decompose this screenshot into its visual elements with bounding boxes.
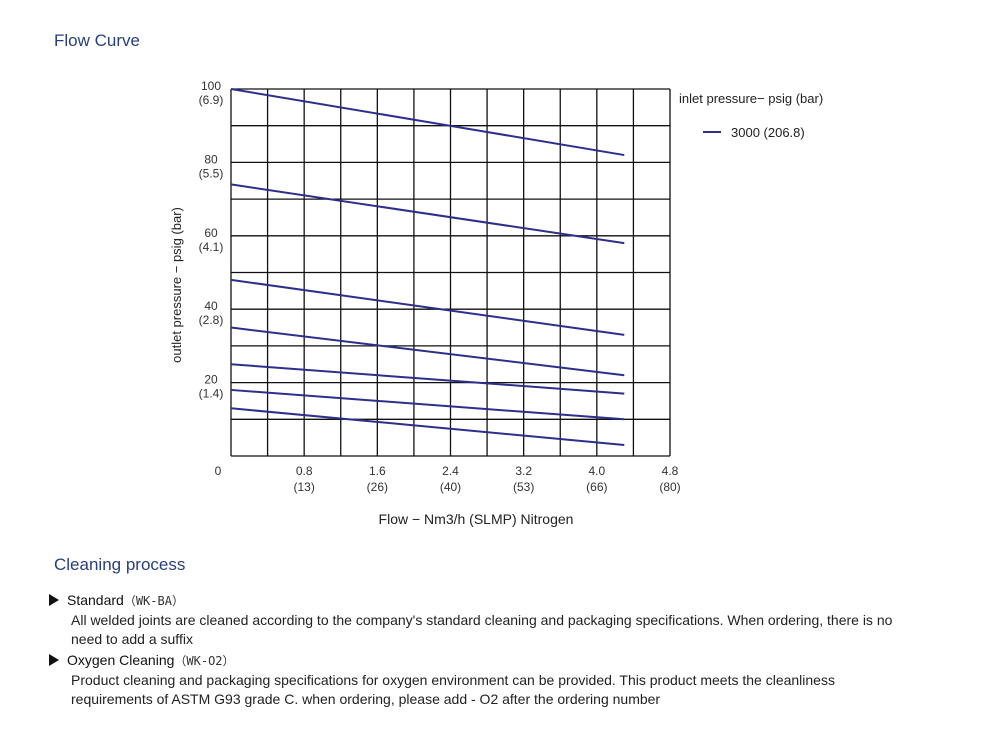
y-tick-label: 40: [204, 299, 218, 313]
series-line-6: [230, 388, 625, 421]
x-tick-label: 1.6: [369, 464, 386, 478]
x-tick-sublabel: (40): [440, 480, 461, 494]
x-tick-label: 4.0: [588, 464, 605, 478]
x-tick-label: 4.8: [662, 464, 679, 478]
cleaning-item-code: （WK-BA）: [123, 594, 184, 608]
chart-legend: inlet pressure− psig (bar) 3000 (206.8): [679, 91, 823, 140]
x-tick-label: 0.8: [296, 464, 313, 478]
series-line-5: [230, 363, 625, 395]
cleaning-item-oxygen: Oxygen Cleaning（WK-O2） Product cleaning …: [49, 652, 911, 709]
chart-grid: [230, 88, 671, 457]
x-tick-sublabel: (26): [367, 480, 388, 494]
triangle-bullet-icon: [49, 594, 59, 606]
legend-entry: 3000 (206.8): [731, 125, 805, 140]
y-tick-label: 100: [201, 79, 221, 93]
cleaning-item-description: All welded joints are cleaned according …: [71, 612, 893, 647]
cleaning-item-name: Standard: [67, 592, 124, 608]
y-tick-label: 80: [204, 152, 218, 166]
cleaning-item-heading: Oxygen Cleaning（WK-O2）: [49, 652, 911, 669]
flow-curve-title: Flow Curve: [54, 31, 140, 50]
cleaning-item-code: （WK-O2）: [174, 654, 235, 668]
y-tick-sublabel: (2.8): [199, 313, 224, 327]
series-line-4: [230, 326, 625, 377]
x-axis-title: Flow − Nm3/h (SLMP) Nitrogen: [379, 511, 574, 527]
x-tick-sublabel: (13): [293, 480, 314, 494]
x-tick-label: 3.2: [515, 464, 532, 478]
cleaning-item-standard: Standard（WK-BA） All welded joints are cl…: [49, 592, 911, 649]
series-line-1: [230, 88, 625, 157]
x-tick-sublabel: (66): [586, 480, 607, 494]
y-tick-sublabel: (4.1): [199, 240, 224, 254]
y-tick-sublabel: (1.4): [199, 387, 224, 401]
cleaning-process-title: Cleaning process: [54, 555, 186, 574]
x-tick-label: 0: [215, 464, 222, 478]
triangle-bullet-icon: [49, 654, 59, 666]
series-line-2: [230, 183, 625, 245]
flow-curve-chart: 0 0.8 (13) 1.6 (26) 2.4 (40) 3.2 (53) 4.0 (66) 4.8 (…: [169, 79, 823, 527]
chart-series: [230, 88, 625, 446]
y-tick-sublabel: (6.9): [199, 93, 224, 107]
y-tick-label: 20: [204, 373, 218, 387]
chart-axis-labels: 0 0.8 (13) 1.6 (26) 2.4 (40) 3.2 (53) 4.0 (66) 4.8 (…: [169, 79, 681, 527]
x-tick-sublabel: (80): [659, 480, 680, 494]
y-axis-title: outlet pressure − psig (bar): [169, 207, 184, 363]
cleaning-item-name: Oxygen Cleaning: [67, 652, 175, 668]
cleaning-item-heading: Standard（WK-BA）: [49, 592, 911, 609]
series-line-3: [230, 278, 625, 336]
cleaning-item-description: Product cleaning and packaging specifica…: [71, 672, 835, 707]
series-line-7: [230, 407, 625, 446]
y-tick-label: 60: [204, 226, 218, 240]
x-tick-sublabel: (53): [513, 480, 534, 494]
legend-title: inlet pressure− psig (bar): [679, 91, 823, 106]
x-tick-label: 2.4: [442, 464, 459, 478]
y-tick-sublabel: (5.5): [199, 166, 224, 180]
